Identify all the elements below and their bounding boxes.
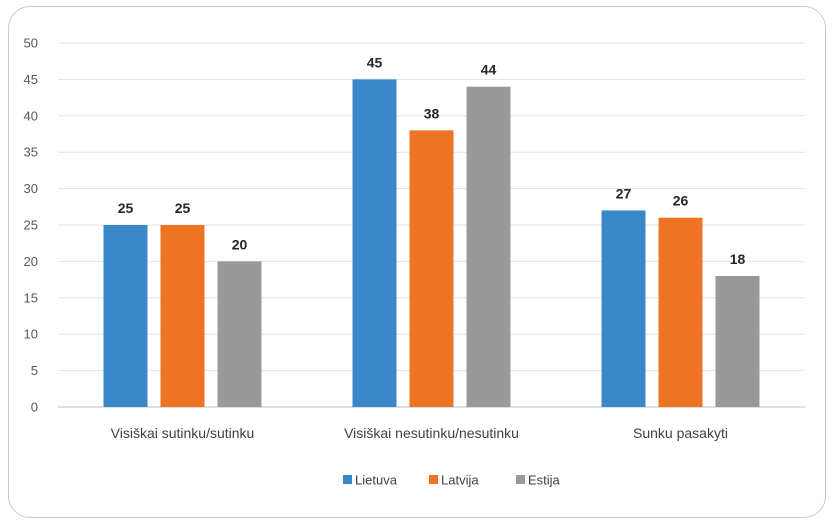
y-axis: 0 5 10 15 20 25 30 35 40 45 50: [24, 36, 38, 415]
y-tick-label: 15: [24, 290, 38, 305]
data-label: 25: [118, 200, 134, 216]
y-tick-label: 40: [24, 108, 38, 123]
y-tick-label: 10: [24, 327, 38, 342]
bars: [103, 79, 760, 408]
y-tick-label: 5: [31, 363, 38, 378]
legend-swatch: [343, 475, 352, 484]
bar: [103, 225, 148, 407]
data-labels: 25 25 20 45 38 44 27 26 18: [118, 54, 746, 267]
bar: [217, 261, 262, 407]
x-category-label: Visiškai sutinku/sutinku: [111, 425, 255, 441]
data-label: 38: [424, 105, 440, 121]
legend: Lietuva Latvija Estija: [343, 473, 561, 488]
data-label: 18: [730, 251, 746, 267]
data-label: 44: [481, 62, 497, 78]
y-tick-label: 30: [24, 181, 38, 196]
y-tick-label: 50: [24, 36, 38, 51]
x-category-label: Sunku pasakyti: [633, 425, 728, 441]
data-label: 27: [616, 185, 632, 201]
legend-label: Latvija: [441, 473, 479, 488]
y-tick-label: 25: [24, 218, 38, 233]
legend-swatch: [429, 475, 438, 484]
y-tick-label: 45: [24, 72, 38, 87]
bar: [409, 130, 454, 408]
data-label: 26: [673, 193, 689, 209]
bar: [715, 275, 760, 407]
data-label: 20: [232, 236, 248, 252]
bar: [601, 210, 646, 407]
bar: [466, 86, 511, 408]
x-axis: Visiškai sutinku/sutinku Visiškai nesutin…: [111, 425, 728, 441]
legend-swatch: [516, 475, 525, 484]
legend-label: Estija: [528, 473, 561, 488]
y-tick-label: 0: [31, 400, 38, 415]
bar: [658, 217, 703, 407]
data-label: 25: [175, 200, 191, 216]
data-label: 45: [367, 54, 383, 70]
bar: [352, 79, 397, 408]
y-tick-label: 20: [24, 254, 38, 269]
legend-label: Lietuva: [355, 473, 398, 488]
y-tick-label: 35: [24, 145, 38, 160]
bar: [160, 225, 205, 407]
x-category-label: Visiškai nesutinku/nesutinku: [344, 425, 519, 441]
